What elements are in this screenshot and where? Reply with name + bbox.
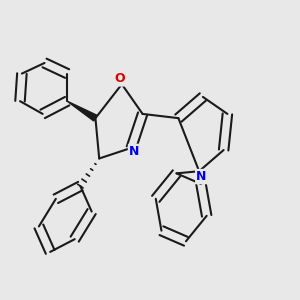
Text: N: N	[196, 170, 207, 183]
Polygon shape	[67, 101, 97, 121]
Text: N: N	[129, 145, 140, 158]
Text: O: O	[114, 72, 125, 85]
